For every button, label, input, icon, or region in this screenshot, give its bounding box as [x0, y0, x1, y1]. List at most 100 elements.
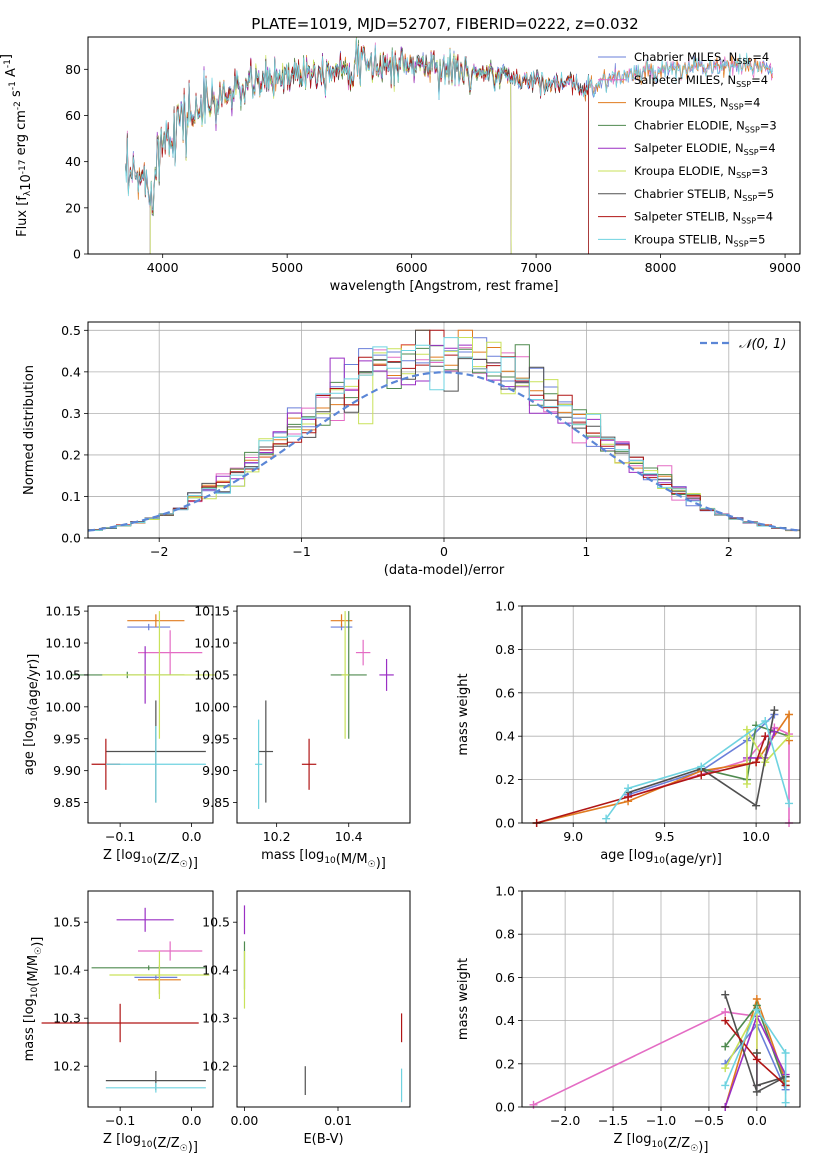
weight-vs-age-frame	[521, 605, 801, 824]
x-tick-label: 0.0	[182, 1113, 202, 1128]
spectrum-series-line	[124, 43, 589, 254]
x-tick-label: −0.5	[694, 1113, 724, 1128]
x-tick-label: −1.0	[646, 1113, 676, 1128]
age-vs-Z-frame	[87, 605, 214, 824]
y-tick-label: 9.95	[202, 731, 230, 746]
errorbar-point	[105, 1083, 206, 1093]
spectrum-series-line	[124, 38, 773, 211]
x-tick-label: 6000	[396, 260, 428, 275]
residuals-panel: −2 −1 0 1 2 0.0 0.1 0.2 0.3 0.4 0.5 (data-model)/er…	[22, 321, 801, 578]
mass-weight-point-marker	[761, 717, 770, 726]
y-tick-label: 10.10	[45, 636, 81, 651]
x-axis-label: age [log10(age/yr)]	[600, 848, 722, 867]
legend-entry: Kroupa ELODIE, NSSP=3	[634, 164, 768, 180]
y-tick-label: 0.6	[495, 970, 515, 985]
mass-weight-point-marker	[781, 1049, 790, 1057]
y-axis-label: age [log10(age/yr)]	[22, 654, 41, 776]
errorbar-point	[102, 611, 217, 739]
mass-weight-point-marker	[624, 792, 633, 801]
legend-entry: Kroupa STELIB, NSSP=5	[634, 232, 765, 248]
x-tick-label: 9.0	[563, 829, 583, 844]
x-tick-label: −2	[150, 544, 168, 559]
spectrum-frame	[87, 36, 801, 255]
errorbar-point	[379, 658, 394, 691]
y-tick-label: 9.95	[53, 731, 81, 746]
y-tick-label: 10.3	[202, 1011, 230, 1026]
legend-entry: Chabrier ELODIE, NSSP=3	[634, 118, 777, 134]
y-tick-label: 10.15	[45, 604, 81, 619]
mass-weight-point-marker	[752, 1081, 761, 1090]
y-tick-label: 0.5	[61, 323, 81, 338]
weight-vs-Z-panel: −2.0 −1.5 −1.0 −0.5 0.0 0.0 0.2 0.4 0.6 0.8 1.0 Z […	[456, 884, 801, 1155]
x-tick-label: 10.0	[742, 829, 770, 844]
x-tick-label: 0	[440, 544, 448, 559]
mass-weight-point-marker	[721, 1081, 730, 1090]
errorbar-point	[258, 700, 274, 803]
y-tick-label: 0.4	[61, 364, 81, 379]
y-tick-label: 10.2	[53, 1059, 81, 1074]
residual-histogram-series	[88, 337, 800, 531]
x-tick-label: 10.2	[263, 829, 291, 844]
y-tick-label: 10.15	[194, 604, 230, 619]
y-tick-label: 0.3	[61, 406, 81, 421]
y-tick-label: 9.90	[202, 763, 230, 778]
x-tick-label: 9000	[769, 260, 801, 275]
mass-weight-point-marker	[624, 784, 633, 793]
y-tick-label: 0.0	[495, 816, 515, 831]
spectrum-panel: 4000 5000 6000 7000 8000 9000 0 20 40 60 80 wavelen…	[0, 36, 801, 294]
errorbar-point	[127, 623, 171, 631]
errorbar-point	[41, 1003, 199, 1043]
mass-weight-point-marker	[761, 732, 770, 741]
y-tick-label: 9.90	[53, 763, 81, 778]
x-tick-label: −2.0	[550, 1113, 580, 1128]
mass-vs-EBV-background	[237, 891, 410, 1107]
mass-weight-point-marker	[697, 771, 706, 780]
errorbar-point	[301, 738, 317, 790]
mass-weight-point-marker	[785, 732, 794, 741]
mass-weight-point-marker	[781, 1098, 790, 1107]
mass-weight-point-marker	[721, 1042, 730, 1051]
mass-vs-EBV-frame	[236, 890, 411, 1108]
y-tick-label: 0.6	[495, 685, 515, 700]
x-tick-label: 0.01	[324, 1113, 352, 1128]
y-tick-label: 10.2	[202, 1059, 230, 1074]
y-tick-label: 60	[65, 108, 81, 123]
x-tick-label: 8000	[645, 260, 677, 275]
x-axis-label: Z [log10(Z/Z☉)]	[103, 1132, 198, 1155]
legend-entry: 𝒩(0, 1)	[739, 337, 786, 352]
mass-weight-point-marker	[697, 762, 706, 771]
age-vs-Z-panel: −0.1 0.0 9.85 9.90 9.95 10.00 10.05 10.10 10.15 Z…	[22, 604, 217, 871]
age-vs-Z-background	[88, 606, 213, 823]
mass-weight-point-marker	[602, 814, 611, 823]
x-axis-label: mass [log10(M/M☉)]	[261, 848, 386, 871]
mass-weight-point-marker	[785, 799, 794, 808]
y-tick-label: 40	[65, 154, 81, 169]
x-tick-label: −1.5	[598, 1113, 628, 1128]
y-tick-label: 0.0	[61, 531, 81, 546]
y-tick-label: 10.10	[194, 636, 230, 651]
residuals-legend: 𝒩(0, 1)	[700, 337, 786, 352]
x-tick-label: 7000	[520, 260, 552, 275]
x-tick-label: 2	[725, 544, 733, 559]
x-tick-label: −0.1	[105, 829, 135, 844]
y-tick-label: 10.5	[202, 915, 230, 930]
chart-panels: 4000 5000 6000 7000 8000 9000020406080wavelen…	[0, 36, 801, 1155]
x-tick-label: 1	[582, 544, 590, 559]
errorbar-point	[341, 611, 349, 739]
x-axis-label: E(B-V)	[303, 1132, 343, 1147]
y-tick-label: 10.5	[53, 915, 81, 930]
errorbar-point	[127, 614, 185, 628]
weight-vs-age-panel: 9.0 9.5 10.0 0.0 0.2 0.4 0.6 0.8 1.0 age [log10(a…	[456, 599, 801, 867]
mass-weight-point-marker	[752, 1055, 761, 1064]
errorbar-point	[138, 630, 203, 675]
x-tick-label: −1	[292, 544, 310, 559]
errorbar-point	[134, 975, 178, 980]
mass-vs-EBV-panel: 0.00 0.01 10.2 10.3 10.4 10.5 E(B-V)	[202, 890, 411, 1147]
y-tick-label: 0.0	[495, 1100, 515, 1115]
errorbar-point	[91, 965, 206, 971]
mass-weight-series-line	[536, 711, 790, 824]
y-tick-label: 0	[73, 247, 81, 262]
legend-entry: Chabrier STELIB, NSSP=5	[634, 187, 774, 203]
mass-weight-series-line	[724, 1008, 787, 1103]
errorbar-point	[255, 719, 263, 809]
